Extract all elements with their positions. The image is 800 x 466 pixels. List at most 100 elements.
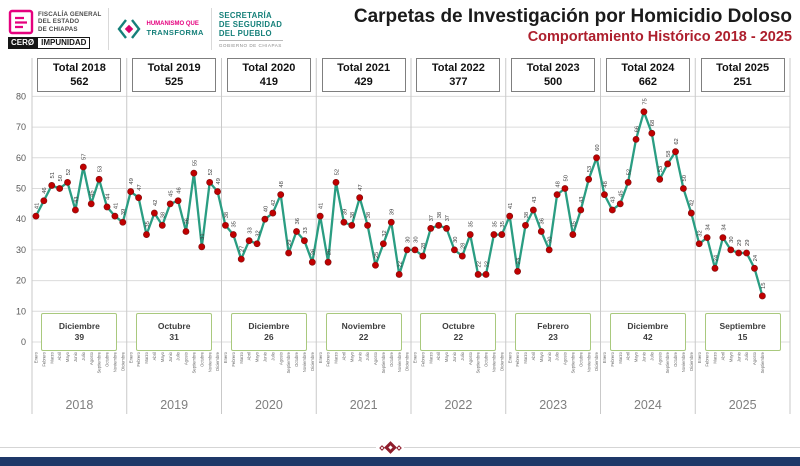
svg-text:Agosto: Agosto [563, 351, 568, 365]
svg-text:Diciembre: Diciembre [215, 351, 220, 371]
svg-text:Septiembre: Septiembre [286, 351, 291, 373]
svg-text:Marzo: Marzo [334, 351, 339, 363]
svg-text:Octubre: Octubre [578, 351, 583, 367]
svg-text:30: 30 [548, 236, 554, 242]
data-markers [32, 108, 766, 300]
svg-text:43: 43 [532, 197, 538, 203]
svg-text:32: 32 [382, 230, 388, 236]
logo-divider [108, 8, 110, 50]
svg-text:22: 22 [484, 261, 490, 267]
svg-text:44: 44 [105, 193, 111, 200]
svg-text:Agosto: Agosto [657, 351, 662, 365]
svg-text:34: 34 [721, 223, 727, 230]
svg-text:28: 28 [421, 243, 427, 249]
svg-text:52: 52 [627, 169, 633, 175]
fiscalia-logo-block: FISCALÍA GENERAL DEL ESTADO DE CHIAPAS C… [8, 9, 101, 49]
svg-text:Septiembre: Septiembre [476, 351, 481, 373]
svg-text:Octubre: Octubre [294, 351, 299, 367]
svg-text:52: 52 [334, 169, 340, 175]
svg-text:55: 55 [192, 160, 198, 166]
svg-text:Febrero: Febrero [705, 351, 710, 366]
svg-text:Febrero: Febrero [136, 351, 141, 366]
svg-text:Abril: Abril [436, 352, 441, 360]
svg-text:Enero: Enero [223, 351, 228, 363]
svg-text:Diciembre: Diciembre [405, 351, 410, 371]
svg-text:Febrero: Febrero [420, 351, 425, 366]
svg-text:37: 37 [429, 215, 435, 221]
svg-text:35: 35 [500, 221, 506, 227]
y-tick-label: 0 [21, 337, 26, 347]
fiscalia-seal-icon [8, 9, 34, 35]
svg-text:Mayo: Mayo [65, 351, 70, 362]
svg-text:Noviembre: Noviembre [397, 351, 402, 372]
svg-text:39: 39 [121, 209, 127, 215]
svg-text:Septiembre: Septiembre [570, 351, 575, 373]
svg-text:Mayo: Mayo [255, 351, 260, 362]
svg-text:Marzo: Marzo [144, 351, 149, 363]
svg-text:26: 26 [326, 249, 332, 255]
y-tick-label: 80 [16, 91, 26, 101]
svg-text:Julio: Julio [555, 351, 560, 360]
svg-text:38: 38 [524, 212, 530, 218]
svg-text:46: 46 [42, 187, 48, 193]
svg-text:41: 41 [113, 203, 119, 209]
svg-text:62: 62 [674, 138, 680, 144]
svg-text:50: 50 [58, 175, 64, 181]
svg-text:47: 47 [137, 184, 143, 190]
secretaria-logo-block: SECRETARÍA DE SEGURIDAD DEL PUEBLO GOBIE… [218, 10, 283, 48]
svg-text:Julio: Julio [81, 351, 86, 360]
svg-text:37: 37 [445, 215, 451, 221]
svg-text:Diciembre: Diciembre [310, 351, 315, 371]
svg-text:35: 35 [232, 221, 238, 227]
svg-text:Diciembre: Diciembre [120, 351, 125, 371]
svg-text:52: 52 [66, 169, 72, 175]
humanismo-line2: TRANSFORMA [146, 28, 204, 37]
svg-text:42: 42 [271, 200, 277, 206]
svg-text:60: 60 [595, 144, 601, 150]
svg-text:22: 22 [477, 261, 483, 267]
diamond-icon [383, 441, 397, 454]
svg-text:Abril: Abril [341, 352, 346, 360]
svg-text:Enero: Enero [697, 351, 702, 363]
svg-text:36: 36 [295, 218, 301, 224]
svg-text:Mayo: Mayo [634, 351, 639, 362]
svg-text:Enero: Enero [507, 351, 512, 363]
svg-text:41: 41 [319, 203, 325, 209]
svg-text:Agosto: Agosto [278, 351, 283, 365]
svg-text:32: 32 [698, 230, 704, 236]
humanismo-diamond-icon [117, 19, 142, 39]
svg-text:Enero: Enero [602, 351, 607, 363]
svg-text:30: 30 [413, 236, 419, 242]
svg-text:24: 24 [713, 254, 719, 261]
secretaria-rule [218, 39, 283, 41]
svg-text:58: 58 [666, 150, 672, 156]
fiscalia-line2: DEL ESTADO [38, 18, 80, 26]
svg-text:49: 49 [129, 178, 135, 184]
svg-text:51: 51 [50, 172, 56, 178]
svg-text:Noviembre: Noviembre [492, 351, 497, 372]
svg-text:Febrero: Febrero [326, 351, 331, 366]
svg-text:31: 31 [200, 233, 206, 239]
svg-text:38: 38 [350, 212, 356, 218]
svg-text:Septiembre: Septiembre [665, 351, 670, 373]
secretaria-line1: SECRETARÍA [218, 10, 272, 20]
svg-text:Julio: Julio [176, 351, 181, 360]
y-tick-label: 10 [16, 306, 26, 316]
svg-text:Agosto: Agosto [184, 351, 189, 365]
svg-text:Junio: Junio [263, 351, 268, 362]
svg-text:Enero: Enero [128, 351, 133, 363]
month-labels: Enero Febrero Marzo Abril Mayo Junio Julio Agos… [34, 351, 765, 373]
svg-text:Marzo: Marzo [49, 351, 54, 363]
svg-text:36: 36 [540, 218, 546, 224]
svg-text:47: 47 [358, 184, 364, 190]
secretaria-line3: DEL PUEBLO [218, 28, 272, 38]
fiscalia-line1: FISCALÍA GENERAL [38, 10, 102, 18]
svg-text:30: 30 [453, 236, 459, 242]
svg-text:Diciembre: Diciembre [594, 351, 599, 371]
title-block: Carpetas de Investigación por Homicidio … [272, 6, 792, 47]
svg-text:48: 48 [603, 181, 609, 187]
svg-text:32: 32 [255, 230, 261, 236]
svg-text:75: 75 [642, 98, 648, 104]
svg-text:Septiembre: Septiembre [97, 351, 102, 373]
